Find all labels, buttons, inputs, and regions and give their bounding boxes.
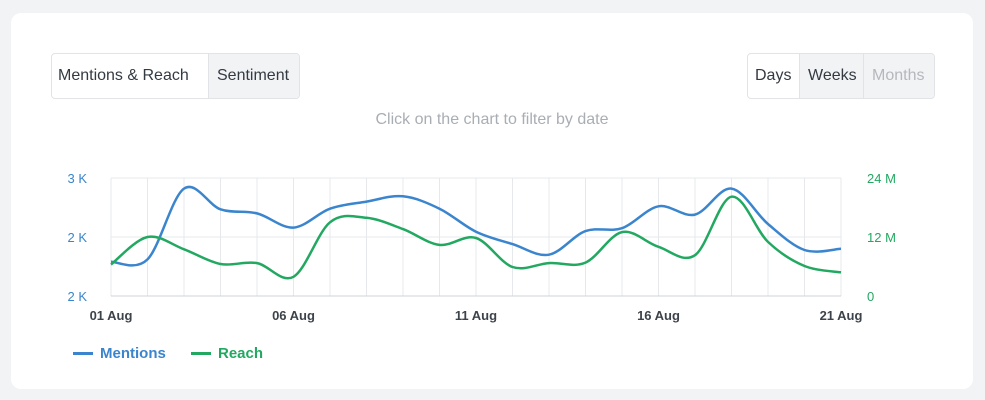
x-tick-label: 11 Aug (455, 308, 497, 323)
period-toggle: Days Weeks Months (747, 53, 935, 99)
data-point-mentions (218, 206, 224, 212)
data-point-reach (181, 246, 187, 252)
data-point-mentions (364, 199, 370, 205)
legend-reach-label: Reach (218, 345, 264, 362)
tab-mentions-reach[interactable]: Mentions & Reach (58, 67, 189, 84)
data-point-mentions (802, 247, 808, 253)
data-point-mentions (583, 228, 589, 234)
data-point-reach (692, 252, 698, 258)
data-point-mentions (145, 256, 151, 262)
data-point-mentions (838, 246, 844, 252)
x-tick-label: 06 Aug (272, 308, 315, 323)
chart-series[interactable] (108, 185, 844, 280)
data-point-reach (838, 269, 844, 275)
data-point-mentions (291, 225, 297, 231)
data-point-mentions (327, 206, 333, 212)
y-left-tick-label: 2 K (67, 289, 87, 304)
x-tick-label: 16 Aug (637, 308, 680, 323)
legend-mentions-label: Mentions (100, 345, 166, 362)
chart-hint: Click on the chart to filter by date (375, 111, 609, 128)
data-point-reach (510, 264, 516, 270)
data-point-reach (108, 262, 114, 268)
data-point-reach (473, 235, 479, 241)
data-point-mentions (473, 229, 479, 235)
data-point-reach (291, 274, 297, 280)
y-right-tick-label: 0 (867, 289, 874, 304)
legend-mentions[interactable]: Mentions (73, 345, 166, 362)
data-point-reach (327, 219, 333, 225)
data-point-reach (145, 234, 151, 240)
x-tick-label: 01 Aug (90, 308, 133, 323)
data-point-mentions (765, 221, 771, 227)
data-point-reach (583, 260, 589, 266)
y-left-tick-label: 2 K (67, 230, 87, 245)
y-left-tick-label: 3 K (67, 171, 87, 186)
chart-card: Mentions & Reach Sentiment Days Weeks Mo… (11, 13, 973, 389)
data-point-reach (656, 244, 662, 250)
data-point-mentions (656, 203, 662, 209)
data-point-reach (400, 226, 406, 232)
data-point-mentions (729, 186, 735, 192)
x-tick-label: 21 Aug (820, 308, 863, 323)
data-point-reach (546, 260, 552, 266)
line-chart[interactable]: 3 K 2 K 2 K 24 M 12 M 0 01 Aug 06 Aug 11 Aug 16 A… (11, 13, 973, 389)
series-line-reach (110, 195, 842, 280)
data-point-mentions (437, 206, 443, 212)
metric-toggle: Mentions & Reach Sentiment (51, 53, 300, 99)
data-point-mentions (510, 241, 516, 247)
legend-reach-swatch (191, 352, 211, 355)
data-point-mentions (692, 212, 698, 218)
tab-sentiment[interactable]: Sentiment (208, 54, 299, 98)
y-right-tick-label: 24 M (867, 171, 896, 186)
data-point-reach (729, 194, 735, 200)
chart-axes: 3 K 2 K 2 K 24 M 12 M 0 01 Aug 06 Aug 11 Aug 16 A… (67, 171, 895, 323)
period-months-button: Months (863, 54, 934, 98)
data-point-mentions (181, 186, 187, 192)
data-point-reach (218, 261, 224, 267)
data-point-mentions (400, 193, 406, 199)
data-point-reach (364, 215, 370, 221)
legend-reach[interactable]: Reach (191, 345, 263, 362)
data-point-reach (437, 242, 443, 248)
data-point-mentions (254, 210, 260, 216)
data-point-reach (254, 260, 260, 266)
data-point-reach (765, 239, 771, 245)
y-right-tick-label: 12 M (867, 230, 896, 245)
period-weeks-button[interactable]: Weeks (799, 54, 863, 98)
data-point-reach (802, 263, 808, 269)
period-days-button[interactable]: Days (755, 67, 792, 84)
data-point-mentions (546, 252, 552, 258)
series-line-mentions (110, 185, 842, 267)
data-point-reach (619, 229, 625, 235)
legend-mentions-swatch (73, 352, 93, 355)
